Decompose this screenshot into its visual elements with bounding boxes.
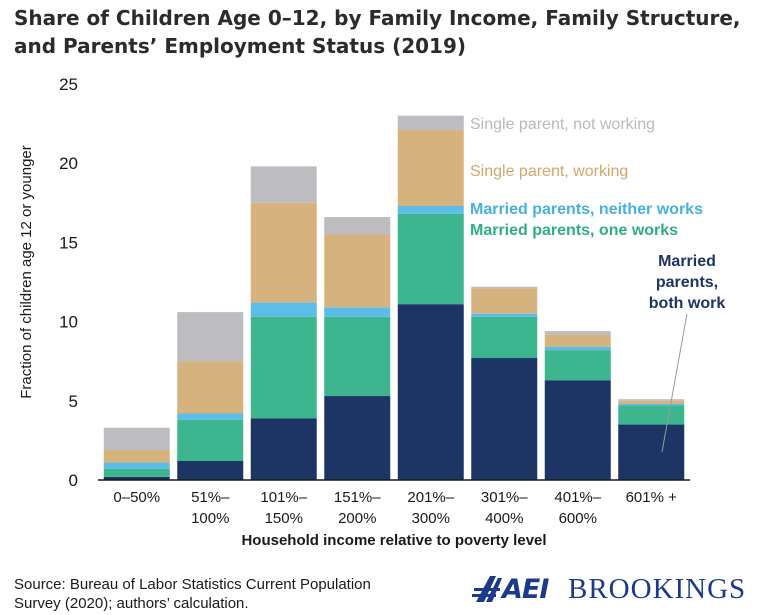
x-tick-label: 601% + [626,489,678,506]
x-tick-label: 201%– [407,489,454,506]
bar-segment [397,213,464,305]
bar-segment [618,424,685,480]
y-tick-label: 5 [69,392,78,411]
bar-segment [618,400,685,404]
stacked-bar-chart: 0 5 10 15 20 25 Fraction of children age 12 or… [18,75,726,549]
x-tick-label: 0–50% [113,489,160,506]
bar-segment [397,129,464,206]
bar-segment [544,350,611,381]
chart-title: Share of Children Age 0–12, by Family In… [14,4,744,60]
legend-label: Single parent, working [470,163,628,180]
x-tick-label: 200% [338,510,376,527]
x-tick-label: 600% [559,510,597,527]
bar-segment [177,312,244,362]
aei-logo: AEI [502,574,549,605]
chart-title-line-2: and Parents’ Employment Status (2019) [14,34,467,58]
bar-segment [324,307,391,317]
bar-segment [103,427,170,450]
brookings-logo: BROOKINGS [568,573,747,605]
bar-segment [544,334,611,347]
callout-label: parents, [656,274,718,291]
legend-label: Married parents, one works [470,222,678,239]
x-axis-label: Household income relative to poverty lev… [241,532,546,549]
bar-segment [618,405,685,425]
bar-segment [471,358,538,480]
bar-segment [324,396,391,480]
bar-segment [177,460,244,480]
legend-label: Single parent, not working [470,116,655,133]
y-tick-label: 0 [69,471,78,490]
x-tick-label: 300% [412,510,450,527]
x-tick-label: 151%– [334,489,381,506]
bar-segment [324,316,391,397]
bar-segment [544,346,611,351]
bar-segment [544,331,611,335]
source-line-1: Source: Bureau of Labor Statistics Curre… [14,576,371,593]
x-tick-label: 301%– [481,489,528,506]
source-line-2: Survey (2020); authors’ calculation. [14,595,249,612]
bar-segment [618,399,685,401]
bar-segment [397,205,464,214]
bar-segment [177,361,244,414]
bar-segment [324,217,391,235]
publisher-logos: AEI BROOKINGS [472,570,745,610]
bar-segment [103,449,170,463]
bar-segment [250,202,317,303]
x-tick-label: 51%– [191,489,230,506]
x-tick-label: 400% [485,510,523,527]
callout-label: both work [649,295,726,312]
y-tick-label: 25 [59,75,78,94]
bar-segment [544,380,611,480]
bar-segment [324,234,391,308]
bar-segment [471,286,538,289]
bar-segment [250,418,317,480]
chart-title-line-1: Share of Children Age 0–12, by Family In… [14,6,741,30]
source-note: Source: Bureau of Labor Statistics Curre… [14,575,371,613]
y-tick-label: 15 [59,233,78,252]
callout-label: Married [658,253,716,270]
x-tick-label: 100% [191,510,229,527]
y-axis-label: Fraction of children age 12 or younger [18,145,35,398]
x-tick-label: 401%– [554,489,601,506]
bar-segment [471,288,538,314]
bar-segment [471,316,538,359]
aei-logo-mark-icon [472,576,502,602]
bar-segment [471,313,538,317]
bar-segment [250,302,317,317]
callout-leader-line [661,313,688,453]
bar-segment [177,413,244,420]
bar-segment [397,304,464,480]
y-tick-label: 10 [59,313,78,332]
bar-segment [177,419,244,461]
bar-segment [618,403,685,406]
bar-segment [103,468,170,477]
bar-segment [397,115,464,130]
bar-segment [103,476,170,480]
x-tick-label: 150% [265,510,303,527]
bar-segment [103,462,170,469]
x-tick-label: 101%– [260,489,307,506]
bar-segment [250,316,317,419]
bar-segment [250,166,317,203]
y-tick-label: 20 [59,154,78,173]
legend-label: Married parents, neither works [470,201,703,218]
